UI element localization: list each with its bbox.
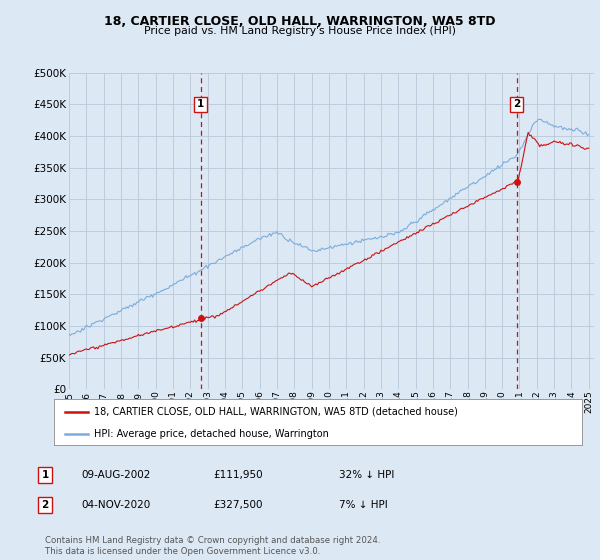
Text: 18, CARTIER CLOSE, OLD HALL, WARRINGTON, WA5 8TD: 18, CARTIER CLOSE, OLD HALL, WARRINGTON,…	[104, 15, 496, 27]
Text: Contains HM Land Registry data © Crown copyright and database right 2024.
This d: Contains HM Land Registry data © Crown c…	[45, 536, 380, 556]
Text: £111,950: £111,950	[213, 470, 263, 480]
Text: 1: 1	[41, 470, 49, 480]
Text: 18, CARTIER CLOSE, OLD HALL, WARRINGTON, WA5 8TD (detached house): 18, CARTIER CLOSE, OLD HALL, WARRINGTON,…	[94, 407, 457, 417]
Text: £327,500: £327,500	[213, 500, 263, 510]
Text: 2: 2	[513, 100, 520, 109]
Text: 32% ↓ HPI: 32% ↓ HPI	[339, 470, 394, 480]
Text: Price paid vs. HM Land Registry's House Price Index (HPI): Price paid vs. HM Land Registry's House …	[144, 26, 456, 36]
Text: 09-AUG-2002: 09-AUG-2002	[81, 470, 151, 480]
Text: 2: 2	[41, 500, 49, 510]
Text: HPI: Average price, detached house, Warrington: HPI: Average price, detached house, Warr…	[94, 429, 328, 438]
Text: 7% ↓ HPI: 7% ↓ HPI	[339, 500, 388, 510]
Text: 1: 1	[197, 100, 205, 109]
Text: 04-NOV-2020: 04-NOV-2020	[81, 500, 150, 510]
